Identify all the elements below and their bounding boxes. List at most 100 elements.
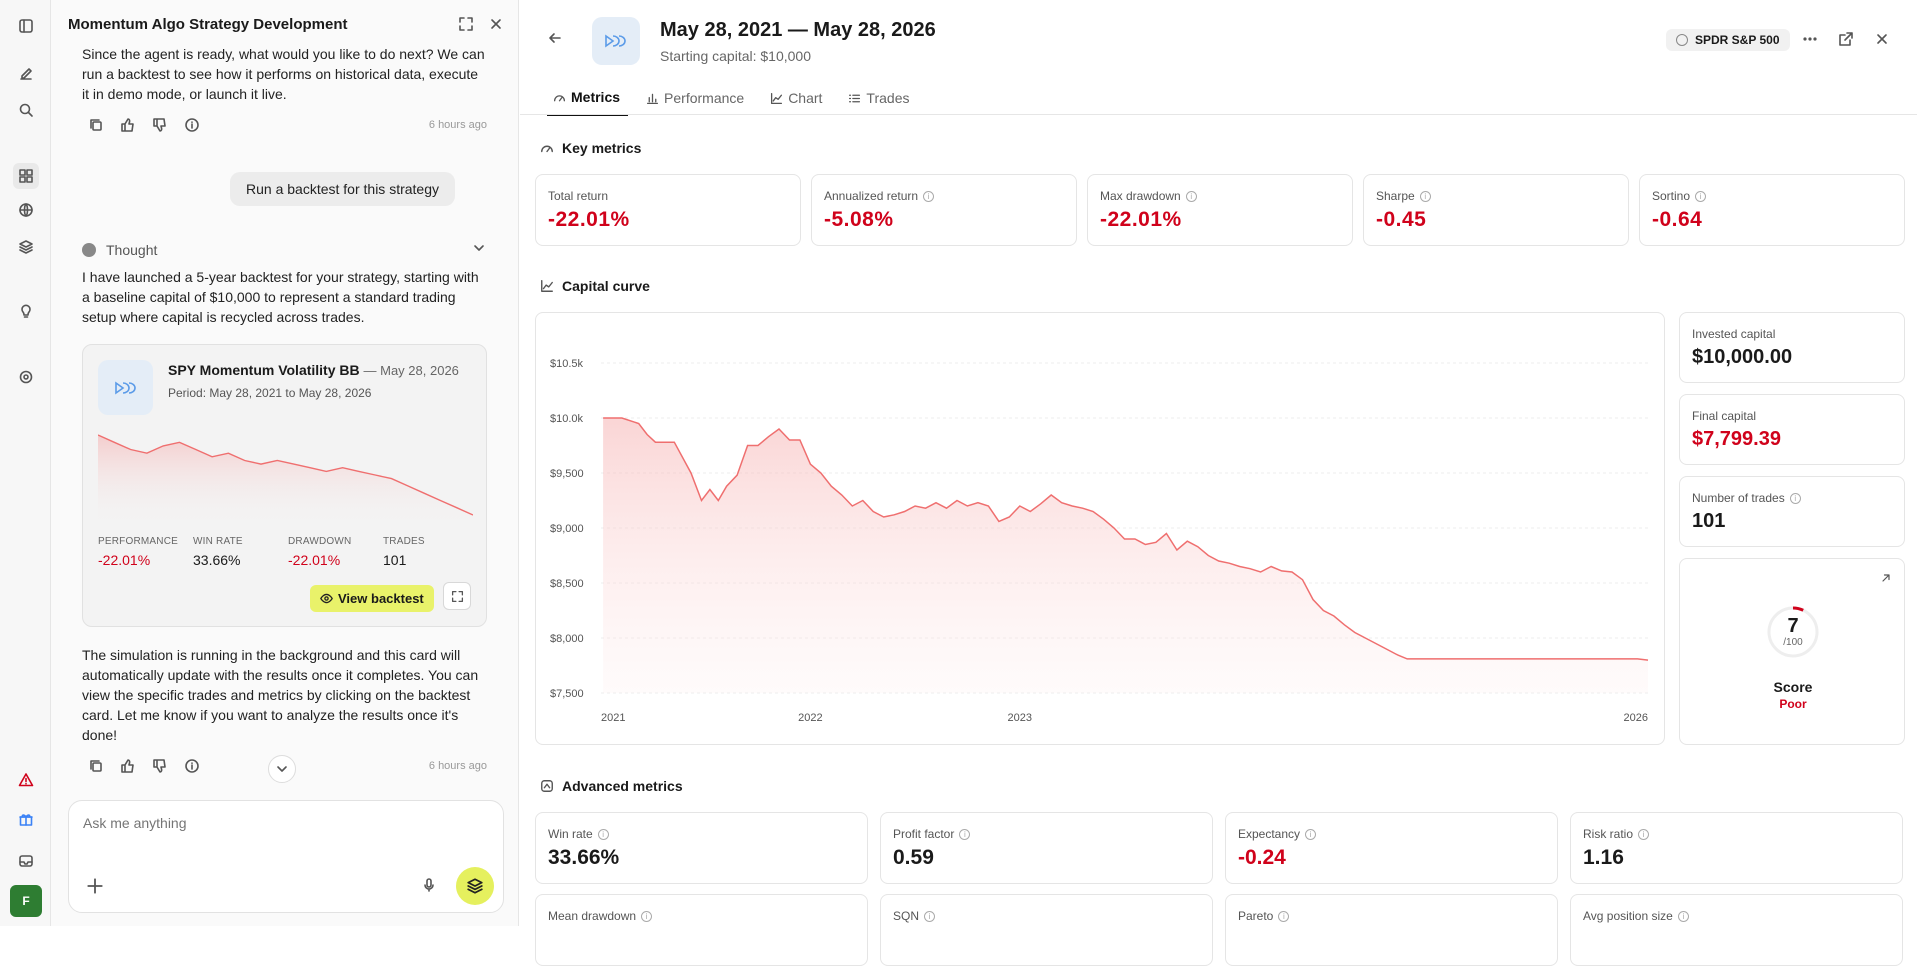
card-period: Period: May 28, 2021 to May 28, 2026	[168, 386, 372, 400]
gauge-icon	[541, 145, 553, 153]
chat-title: Momentum Algo Strategy Development	[68, 15, 348, 33]
x-tick-label: 2021	[601, 712, 625, 724]
section-title: Capital curve	[540, 278, 650, 294]
close-icon[interactable]	[484, 12, 508, 36]
scroll-down-button[interactable]	[268, 755, 296, 783]
metric-sharpe: Sharpe i -0.45	[1363, 174, 1629, 246]
metric-pareto: Pareto i	[1225, 894, 1558, 966]
avatar[interactable]: F	[10, 885, 42, 917]
metric-sortino: Sortino i -0.64	[1639, 174, 1905, 246]
card-stat-win-rate: WIN RATE 33.66%	[193, 536, 243, 568]
info-icon[interactable]: i	[1419, 190, 1431, 202]
eye-icon	[320, 593, 333, 604]
invested-capital-card: Invested capital $10,000.00	[1679, 312, 1905, 383]
gift-icon[interactable]	[13, 806, 39, 832]
backtest-card[interactable]: SPY Momentum Volatility BB — May 28, 202…	[82, 344, 487, 627]
metric-annualized-return: Annualized return i -5.08%	[811, 174, 1077, 246]
info-icon[interactable]	[184, 758, 200, 774]
tab-metrics[interactable]: Metrics	[547, 85, 629, 116]
capital-curve-chart: $10.5k $10.0k $9,500 $9,000 $8,500 $8,000 $7,5…	[535, 312, 1665, 745]
strategy-logo-icon	[592, 17, 640, 65]
arrow-up-right-icon[interactable]	[1880, 571, 1892, 589]
tab-trades[interactable]: Trades	[842, 85, 917, 116]
more-icon[interactable]	[1802, 31, 1818, 52]
close-icon[interactable]	[1874, 31, 1890, 52]
grid-icon[interactable]	[13, 163, 39, 189]
metric-avg-position-size: Avg position size i	[1570, 894, 1903, 966]
gauge-icon	[541, 780, 553, 792]
view-backtest-button[interactable]: View backtest	[310, 585, 434, 612]
tab-performance[interactable]: Performance	[640, 85, 752, 116]
alert-icon[interactable]	[13, 767, 39, 793]
info-icon[interactable]: i	[1695, 190, 1707, 202]
info-icon[interactable]: i	[1278, 910, 1290, 922]
section-title: Key metrics	[540, 140, 641, 156]
backtest-panel: May 28, 2021 — May 28, 2026 Starting cap…	[520, 0, 1917, 966]
assistant-message: I have launched a 5-year backtest for yo…	[82, 269, 479, 325]
final-capital-card: Final capital $7,799.39	[1679, 394, 1905, 465]
y-tick-label: $9,000	[550, 523, 584, 535]
thought-toggle[interactable]: Thought	[82, 240, 487, 259]
external-link-icon[interactable]	[1838, 31, 1854, 52]
y-tick-label: $8,500	[550, 578, 584, 590]
metric-expectancy: Expectancy i -0.24	[1225, 812, 1558, 884]
metric-sqn: SQN i	[880, 894, 1213, 966]
info-icon[interactable]: i	[641, 910, 653, 922]
sidebar-toggle-icon[interactable]	[13, 13, 39, 39]
metric-mean-drawdown: Mean drawdown i	[535, 894, 868, 966]
sparkline-line	[98, 434, 473, 516]
list-icon	[849, 94, 861, 102]
strategy-logo-icon	[98, 360, 153, 415]
thumbs-up-icon[interactable]	[120, 117, 136, 133]
thumbs-down-icon[interactable]	[152, 117, 168, 133]
support-icon[interactable]	[13, 364, 39, 390]
page-subtitle: Starting capital: $10,000	[660, 48, 811, 64]
info-icon[interactable]: i	[1185, 190, 1197, 202]
tab-chart[interactable]: Chart	[764, 85, 830, 116]
card-date: — May 28, 2026	[363, 363, 459, 378]
info-icon[interactable]: i	[1677, 910, 1689, 922]
new-chat-icon[interactable]	[13, 61, 39, 87]
x-tick-label: 2023	[1008, 712, 1032, 724]
expand-card-button[interactable]	[443, 582, 471, 610]
thumbs-down-icon[interactable]	[152, 758, 168, 774]
back-arrow-icon[interactable]	[547, 30, 563, 51]
info-icon[interactable]: i	[1638, 828, 1650, 840]
sparkline-area	[98, 435, 473, 527]
y-tick-label: $8,000	[550, 633, 584, 645]
search-icon[interactable]	[13, 97, 39, 123]
info-icon[interactable]: i	[959, 828, 971, 840]
card-sparkline	[98, 434, 473, 527]
thumbs-up-icon[interactable]	[120, 758, 136, 774]
info-icon[interactable]: i	[923, 190, 935, 202]
assistant-message: Since the agent is ready, what would you…	[82, 46, 485, 102]
globe-icon[interactable]	[13, 197, 39, 223]
user-message: Run a backtest for this strategy	[230, 172, 455, 206]
info-icon[interactable]: i	[597, 828, 609, 840]
capital-curve-svg: $10.5k $10.0k $9,500 $9,000 $8,500 $8,000 $7,5…	[550, 358, 1649, 724]
thought-label: Thought	[106, 241, 158, 258]
inbox-icon[interactable]	[13, 848, 39, 874]
copy-icon[interactable]	[88, 117, 104, 133]
plus-icon[interactable]	[83, 874, 107, 898]
section-title: Advanced metrics	[540, 778, 683, 794]
info-icon[interactable]: i	[924, 910, 936, 922]
x-tick-label: 2022	[798, 712, 822, 724]
info-icon[interactable]: i	[1789, 492, 1801, 504]
info-icon[interactable]	[184, 117, 200, 133]
info-icon[interactable]: i	[1305, 828, 1317, 840]
chevron-down-icon[interactable]	[471, 240, 487, 259]
chat-input[interactable]	[83, 815, 483, 831]
microphone-icon[interactable]	[421, 877, 437, 898]
copy-icon[interactable]	[88, 758, 104, 774]
ticker-badge[interactable]: SPDR S&P 500	[1666, 29, 1790, 51]
bar-icon	[647, 93, 659, 104]
score-card[interactable]: 7 /100 Score Poor	[1679, 558, 1905, 745]
metric-max-drawdown: Max drawdown i -22.01%	[1087, 174, 1353, 246]
icon-rail: F	[0, 0, 51, 926]
card-title: SPY Momentum Volatility BB — May 28, 202…	[168, 362, 459, 378]
expand-icon[interactable]	[454, 12, 478, 36]
lightbulb-icon[interactable]	[13, 298, 39, 324]
send-button[interactable]	[456, 867, 494, 905]
layers-icon[interactable]	[13, 234, 39, 260]
